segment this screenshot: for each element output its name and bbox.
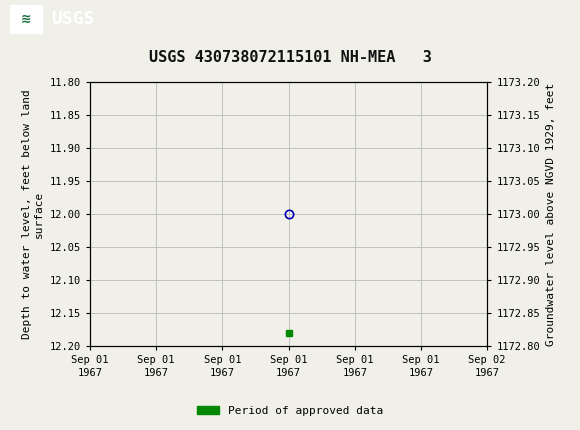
Y-axis label: Depth to water level, feet below land
surface: Depth to water level, feet below land su… <box>23 89 44 339</box>
Text: USGS: USGS <box>51 10 95 28</box>
Y-axis label: Groundwater level above NGVD 1929, feet: Groundwater level above NGVD 1929, feet <box>546 82 556 346</box>
Text: ≋: ≋ <box>21 12 32 25</box>
Bar <box>10 5 42 33</box>
Text: USGS 430738072115101 NH-MEA   3: USGS 430738072115101 NH-MEA 3 <box>148 50 432 64</box>
Legend: Period of approved data: Period of approved data <box>193 401 387 420</box>
